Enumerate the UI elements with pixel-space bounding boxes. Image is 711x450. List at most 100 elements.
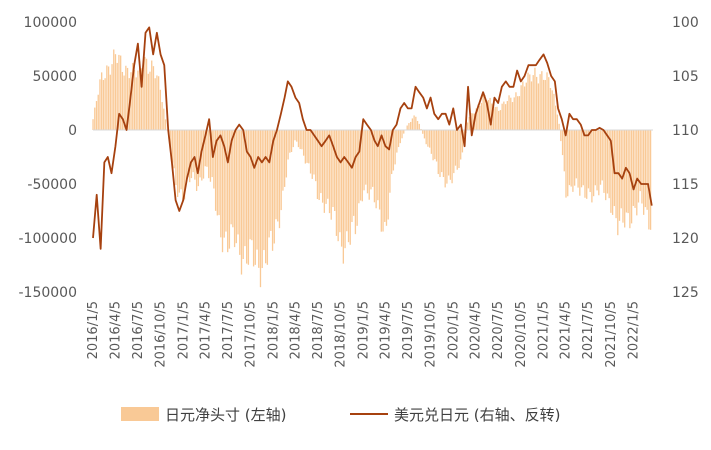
position-bar [163,108,165,130]
position-bar [197,130,199,187]
position-bar [315,130,317,182]
position-bar [437,130,439,175]
position-bar [458,130,460,169]
position-bar [611,130,614,215]
position-bar [147,73,149,130]
position-bar [648,130,650,230]
position-bar [392,130,395,171]
position-bar [546,72,548,130]
position-bar [389,130,391,193]
position-bar [603,130,605,193]
position-bar [271,130,274,251]
position-bar [536,76,538,130]
position-bar [330,130,332,220]
position-bar [282,130,284,191]
position-bar [214,130,217,211]
x-tick-label: 2016/1/5 [86,301,101,359]
position-bar [380,130,382,232]
position-bar [337,130,339,242]
position-bar [106,65,108,130]
position-bar [548,77,550,130]
position-bar [508,95,510,130]
position-bar [551,90,553,130]
position-bar [94,107,96,130]
position-bar [204,130,206,167]
left-tick-label: -100000 [19,231,78,247]
position-bar [323,130,325,213]
position-bar [354,130,357,235]
position-bar [539,74,541,130]
position-bar [192,130,194,173]
position-bar [434,130,436,160]
position-bar [598,130,600,196]
position-bar [218,130,220,216]
position-bar [410,121,412,130]
position-bar [266,130,269,265]
position-bar [428,130,431,148]
position-bar [504,104,507,130]
position-bar [227,130,229,253]
position-bar [479,106,481,130]
position-bar [606,130,609,194]
position-bar [332,130,334,208]
position-bar [375,130,377,209]
position-bar [220,130,222,238]
position-bar [256,130,258,250]
position-bar [556,114,559,130]
position-bar [249,130,251,240]
position-bar [268,130,270,238]
position-bar [401,130,403,139]
right-tick-label: 110 [672,123,699,139]
position-bar [359,130,362,201]
position-bar [228,130,231,249]
right-tick-label: 120 [672,231,699,247]
position-bar [175,130,177,186]
position-bar [221,130,224,253]
position-bar [408,123,410,130]
position-bar [152,66,155,130]
x-tick-label: 2020/7/5 [491,301,506,359]
position-bar [325,130,327,204]
position-bar [107,66,110,130]
position-bar [570,130,572,187]
position-bar [565,130,567,198]
position-bar [344,130,346,249]
position-bar [328,130,331,214]
x-tick-label: 2018/7/5 [311,301,326,359]
position-bar [285,130,288,178]
position-bar [135,77,137,130]
position-bar [625,130,628,213]
position-bar [415,116,417,130]
position-bar [149,71,151,130]
position-bar [306,130,308,163]
position-bar [568,130,571,186]
position-bar [139,61,141,130]
position-bar [446,130,448,184]
position-bar [258,130,260,268]
position-bar [624,130,626,228]
legend-line-label: 美元兑日元 (右轴、反转) [394,406,560,424]
position-bar [109,74,111,130]
position-bar [572,130,574,192]
position-bar [133,69,136,130]
position-bar [636,130,638,216]
position-bar [515,92,517,130]
position-bar [278,130,281,229]
position-bar [151,60,153,130]
position-bar [242,130,244,260]
position-bar [416,120,419,130]
position-bar [297,130,300,148]
position-bar [137,70,139,130]
x-tick-label: 2017/7/5 [221,301,236,359]
position-bar [601,130,603,181]
position-bar [320,130,322,194]
x-tick-label: 2017/1/5 [176,301,191,359]
position-bar [113,49,115,130]
position-bar [237,130,239,235]
position-bar [302,130,305,156]
position-bar [406,125,408,130]
position-bar [101,72,103,130]
position-bar [201,130,203,181]
position-bar [102,80,105,130]
